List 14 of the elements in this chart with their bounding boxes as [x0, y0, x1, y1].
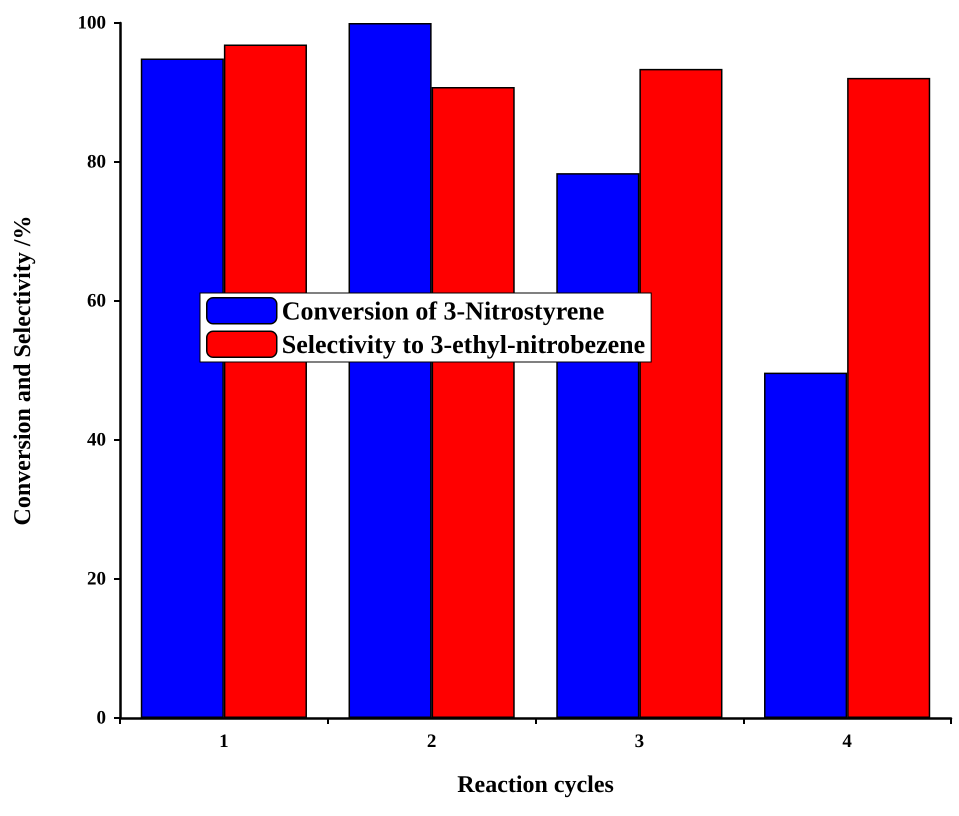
legend-label: Conversion of 3-Nitrostyrene: [282, 296, 604, 326]
y-axis-title: Conversion and Selectivity /%: [10, 216, 36, 526]
y-tick-label: 80: [87, 152, 106, 172]
x-tick-label: 4: [842, 731, 852, 752]
x-tick-label: 2: [426, 731, 436, 752]
x-tick-label: 3: [634, 731, 644, 752]
x-axis-title: Reaction cycles: [457, 772, 614, 798]
y-tick-label: 0: [96, 708, 106, 728]
y-tick-label: 60: [87, 290, 106, 312]
y-tick-label: 40: [87, 430, 106, 450]
legend-label: Selectivity to 3-ethyl-nitrobezene: [282, 330, 646, 359]
x-tick-label: 1: [219, 731, 229, 752]
y-tick-label: 20: [87, 568, 106, 590]
y-tick-label: 100: [78, 12, 106, 34]
